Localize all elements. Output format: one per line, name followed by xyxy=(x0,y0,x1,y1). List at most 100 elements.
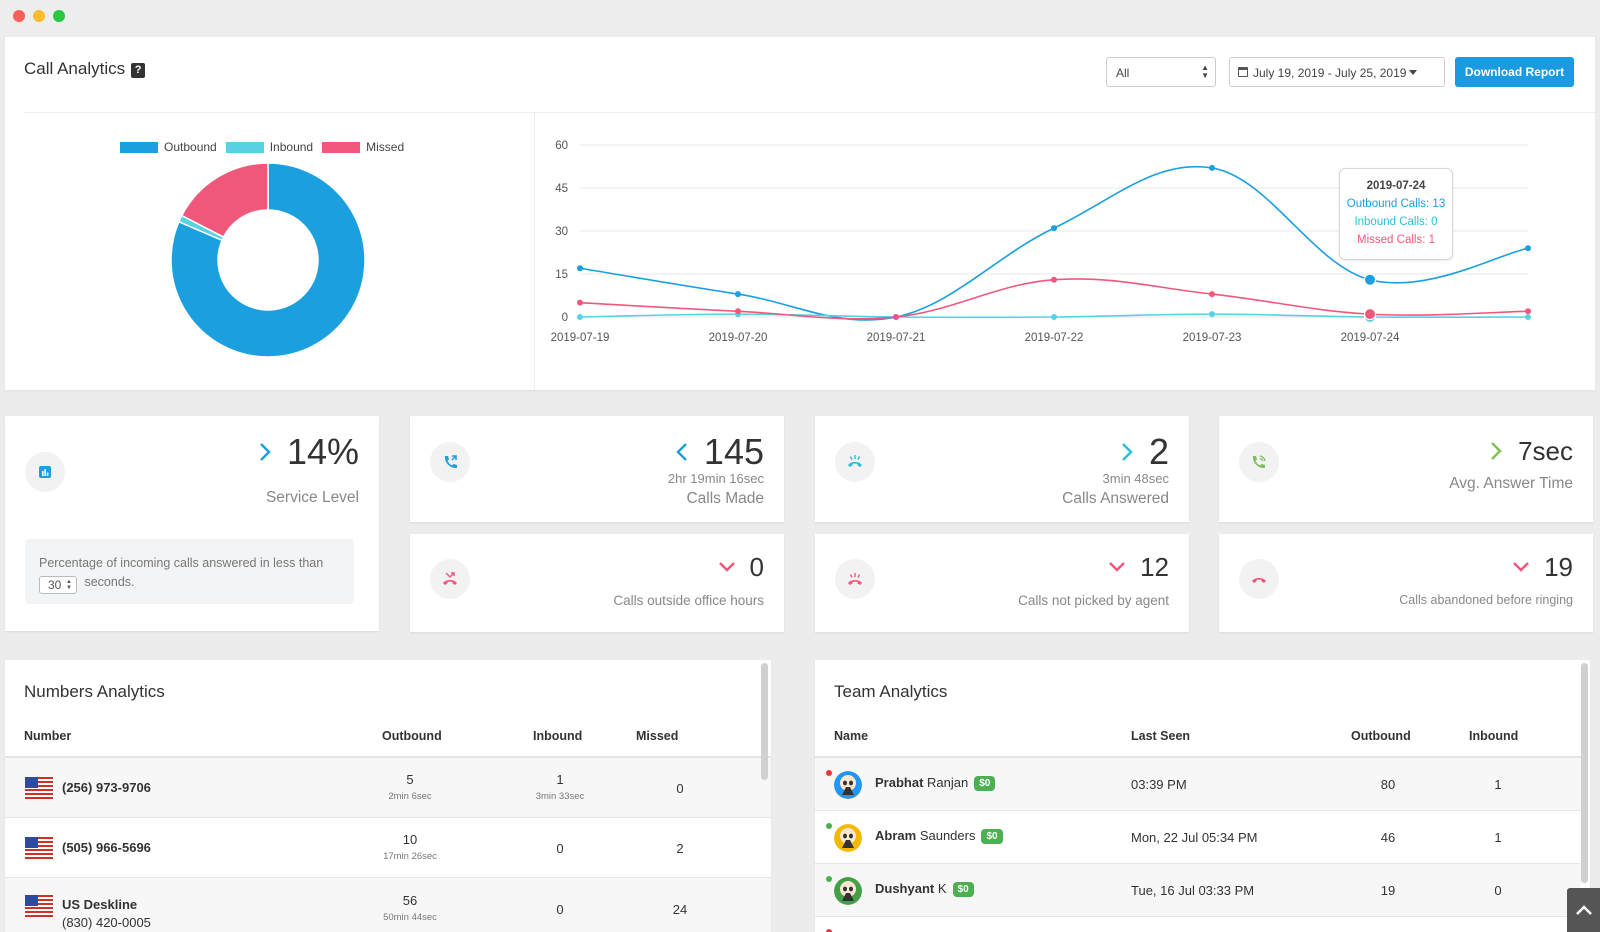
data-point[interactable] xyxy=(577,265,583,272)
phone-ringing-icon xyxy=(1239,442,1279,482)
status-dot xyxy=(826,823,832,829)
service-level-note-suffix: seconds. xyxy=(84,575,135,589)
column-header-missed[interactable]: Missed xyxy=(636,729,679,743)
series-line-missed-calls[interactable] xyxy=(579,278,1529,320)
data-point[interactable] xyxy=(1051,276,1057,283)
us-flag-icon xyxy=(25,777,53,799)
data-point[interactable] xyxy=(1209,311,1215,318)
balance-badge: $0 xyxy=(981,829,1003,844)
inbound-cell: 0 xyxy=(556,902,564,917)
data-point[interactable] xyxy=(1051,314,1057,320)
number-name: US Deskline xyxy=(62,897,138,912)
download-report-button[interactable]: Download Report xyxy=(1455,57,1574,87)
inbound-count: 1 xyxy=(556,772,564,787)
maximize-window-button[interactable] xyxy=(53,10,65,22)
data-point[interactable] xyxy=(1364,273,1376,286)
minimize-window-button[interactable] xyxy=(33,10,45,22)
legend-label-outbound: Outbound xyxy=(164,140,217,154)
date-range-picker[interactable]: July 19, 2019 - July 25, 2019 xyxy=(1229,57,1445,87)
data-point[interactable] xyxy=(735,308,741,315)
scrollbar[interactable] xyxy=(1581,663,1588,883)
balance-badge: $0 xyxy=(974,776,996,791)
inbound-cell: 0 xyxy=(556,841,564,856)
outbound-cell: 46 xyxy=(1380,830,1396,845)
column-header-last-seen[interactable]: Last Seen xyxy=(1131,729,1191,743)
inbound-cell: 1 xyxy=(1494,777,1502,792)
avatar[interactable] xyxy=(834,771,862,799)
data-point[interactable] xyxy=(893,314,899,320)
stepper-arrows-icon[interactable]: ▲ ▼ xyxy=(66,579,72,591)
data-point[interactable] xyxy=(1209,291,1215,298)
column-header-inbound[interactable]: Inbound xyxy=(533,729,583,743)
scrollbar[interactable] xyxy=(761,663,768,780)
table-row[interactable]: (505) 966-5696 10 17min 26sec 0 2 xyxy=(5,818,771,878)
legend-swatch-missed[interactable] xyxy=(322,141,361,153)
column-header-name[interactable]: Name xyxy=(834,729,869,743)
column-header-outbound[interactable]: Outbound xyxy=(382,729,442,743)
divider xyxy=(24,112,1595,113)
outside-hours-value-row: 0 xyxy=(718,554,764,580)
avg-answer-card: 7sec Avg. Answer Time xyxy=(1219,416,1593,522)
threshold-seconds-input[interactable]: 30 ▲ ▼ xyxy=(39,576,77,594)
outbound-cell: 56 50min 44sec xyxy=(365,893,455,923)
outside-hours-value: 0 xyxy=(749,552,764,582)
chevron-right-icon xyxy=(260,443,271,461)
chevron-down-icon xyxy=(1513,562,1529,572)
phone-number: (256) 973-9706 xyxy=(62,780,151,795)
data-point[interactable] xyxy=(577,299,583,306)
call-filter-select[interactable]: All ▲ ▼ xyxy=(1106,57,1216,87)
x-tick-label: 2019-07-22 xyxy=(1025,332,1084,344)
chevron-up-icon xyxy=(1576,905,1592,915)
service-level-note: Percentage of incoming calls answered in… xyxy=(25,539,354,604)
outbound-cell: 19 xyxy=(1380,883,1396,898)
legend-label-inbound: Inbound xyxy=(269,140,314,154)
legend-swatch-outbound[interactable] xyxy=(120,141,158,153)
outside-hours-card: 0 Calls outside office hours xyxy=(410,534,784,632)
table-row[interactable]: Prabhat Ranjan $0 03:39 PM 80 1 xyxy=(815,758,1581,811)
table-row[interactable]: (256) 973-9706 5 2min 6sec 1 3min 33sec 0 xyxy=(5,758,771,818)
x-tick-label: 2019-07-24 xyxy=(1341,332,1400,344)
avg-answer-value: 7sec xyxy=(1518,436,1573,466)
header-divider xyxy=(5,756,771,758)
avatar[interactable] xyxy=(834,824,862,852)
data-point[interactable] xyxy=(1525,308,1531,315)
service-level-label: Service Level xyxy=(265,489,359,506)
scroll-to-top-button[interactable] xyxy=(1567,888,1600,932)
data-point[interactable] xyxy=(1525,245,1531,252)
table-row[interactable]: US Deskline (830) 420-0005 56 50min 44sec… xyxy=(5,878,771,932)
chevron-left-icon xyxy=(676,443,687,461)
data-point[interactable] xyxy=(735,291,741,298)
help-icon[interactable]: ? xyxy=(131,63,146,78)
hang-up-icon xyxy=(1239,559,1279,599)
donut-slice-outbound[interactable] xyxy=(170,162,366,358)
data-point[interactable] xyxy=(577,314,583,320)
table-row[interactable]: Abram Saunders $0 Mon, 22 Jul 05:34 PM 46… xyxy=(815,811,1581,864)
close-window-button[interactable] xyxy=(13,10,25,22)
select-arrows-icon: ▲ ▼ xyxy=(1201,63,1209,80)
table-row[interactable]: Dushyant K $0 Tue, 16 Jul 03:33 PM 19 0 xyxy=(815,864,1581,917)
not-picked-card: 12 Calls not picked by agent xyxy=(815,534,1189,632)
data-point[interactable] xyxy=(1051,225,1057,232)
column-header-outbound[interactable]: Outbound xyxy=(1351,729,1411,743)
phone-number: (505) 966-5696 xyxy=(62,840,151,855)
column-header-number[interactable]: Number xyxy=(24,729,72,743)
avatar[interactable] xyxy=(834,877,862,905)
y-tick-label: 60 xyxy=(555,140,568,152)
inbound-cell: 1 3min 33sec xyxy=(510,772,610,802)
outbound-duration: 2min 6sec xyxy=(388,791,432,802)
data-point[interactable] xyxy=(1525,314,1531,320)
calls-answered-card: 2 3min 48sec Calls Answered xyxy=(815,416,1189,522)
calls-answered-label: Calls Answered xyxy=(1062,490,1169,507)
chevron-down-icon xyxy=(1109,562,1125,572)
legend-swatch-inbound[interactable] xyxy=(225,141,264,153)
y-tick-label: 30 xyxy=(555,226,568,238)
table-row[interactable] xyxy=(815,917,1581,932)
outbound-count: 5 xyxy=(406,772,414,787)
column-header-inbound[interactable]: Inbound xyxy=(1469,729,1519,743)
data-point[interactable] xyxy=(1364,308,1376,321)
missed-cell: 2 xyxy=(676,841,684,856)
us-flag-icon xyxy=(25,837,53,859)
data-point[interactable] xyxy=(1209,164,1215,171)
donut-slice-missed[interactable] xyxy=(180,162,269,239)
outbound-cell: 10 17min 26sec xyxy=(365,832,455,862)
